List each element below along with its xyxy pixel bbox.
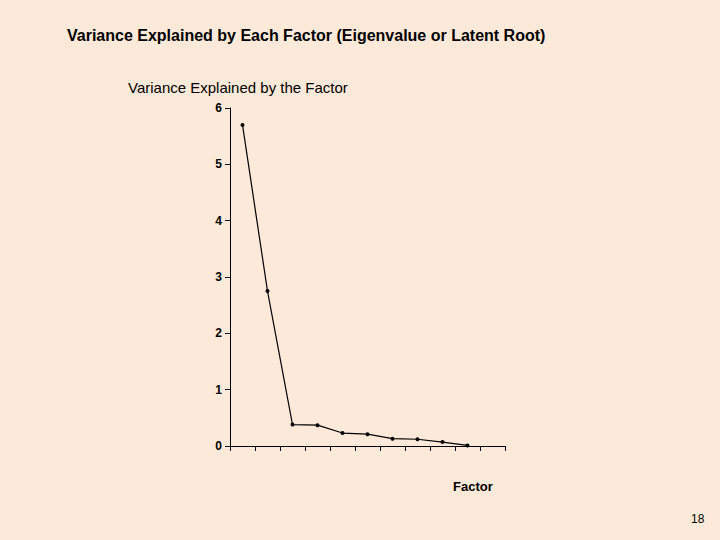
svg-text:18: 18 bbox=[691, 512, 705, 526]
svg-text:3: 3 bbox=[215, 270, 222, 284]
svg-text:Variance Explained by the Fact: Variance Explained by the Factor bbox=[128, 79, 348, 96]
svg-text:0: 0 bbox=[215, 439, 222, 453]
svg-text:Factor: Factor bbox=[453, 479, 493, 494]
svg-text:Variance Explained by Each Fac: Variance Explained by Each Factor (Eigen… bbox=[67, 27, 545, 44]
svg-text:5: 5 bbox=[215, 157, 222, 171]
svg-text:4: 4 bbox=[215, 214, 222, 228]
svg-text:2: 2 bbox=[215, 326, 222, 340]
svg-text:6: 6 bbox=[215, 101, 222, 115]
svg-text:1: 1 bbox=[215, 383, 222, 397]
